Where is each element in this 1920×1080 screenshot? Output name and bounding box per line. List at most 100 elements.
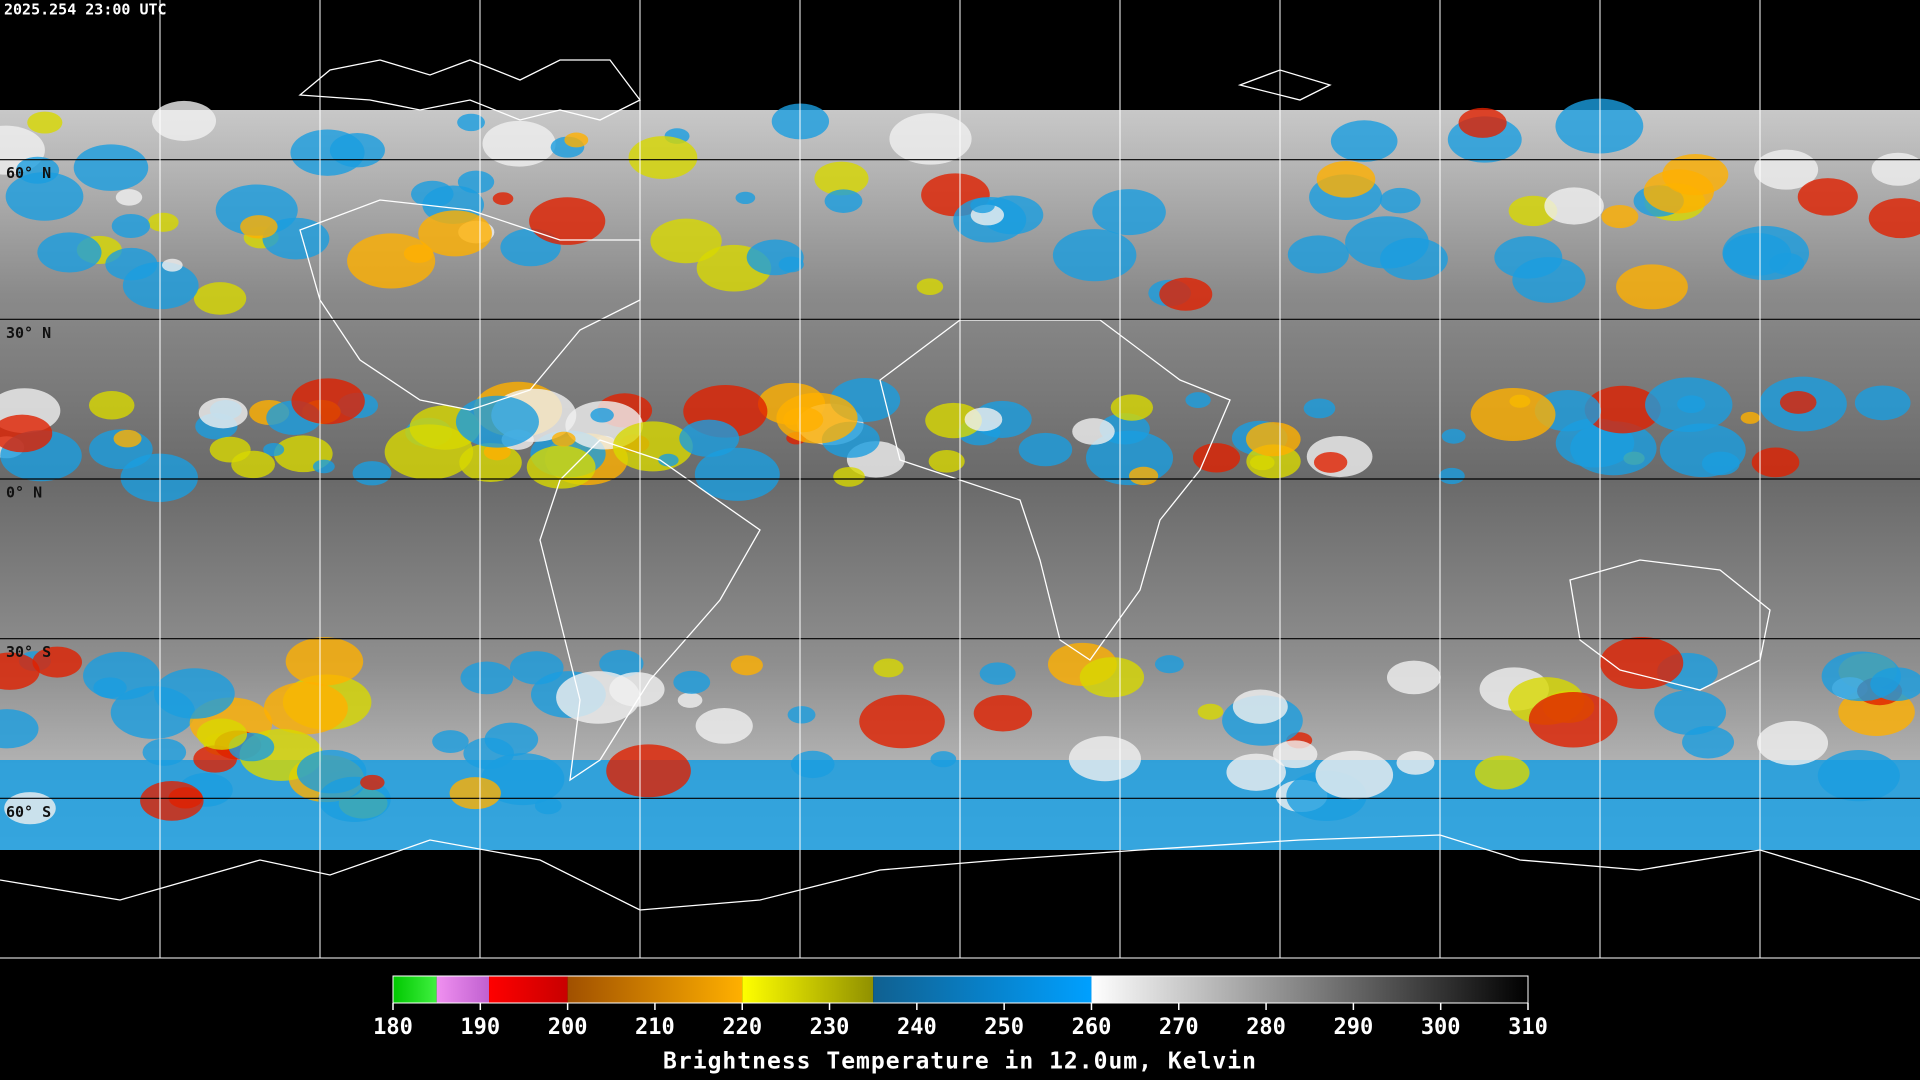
cloud-cell xyxy=(1512,257,1586,303)
cloud-cell xyxy=(1018,432,1073,467)
cloud-cell xyxy=(925,402,982,439)
colorbar-tick-label: 220 xyxy=(722,1015,762,1040)
cloud-cell xyxy=(432,730,469,753)
cloud-cell xyxy=(833,466,865,487)
cloud-cell xyxy=(120,453,198,502)
cloud-cell xyxy=(37,232,102,273)
cloud-cell xyxy=(612,421,693,472)
cloud-cell xyxy=(529,197,606,245)
antarctica-outline xyxy=(0,834,1920,911)
cloud-cell xyxy=(1192,443,1241,473)
colorbar-segment xyxy=(873,976,1092,1003)
cloud-cell xyxy=(352,461,392,486)
colorbar-segment xyxy=(489,976,568,1003)
cloud-cell xyxy=(161,258,183,272)
cloud-cell xyxy=(658,453,679,467)
colorbar: 180 190 200 210 220 230 240 250 260 270 280 290 300 3… xyxy=(373,975,1548,1040)
cloud-cell xyxy=(93,677,127,699)
cloud-cell xyxy=(1159,277,1213,311)
cloud-cell xyxy=(1072,418,1115,445)
cloud-cell xyxy=(151,100,217,141)
cloud-cell xyxy=(1197,703,1224,720)
cloud-cell xyxy=(1544,187,1604,225)
cloud-cell xyxy=(290,129,365,176)
cloud-cell xyxy=(484,722,539,757)
cloud-cell xyxy=(411,180,454,208)
cloud-cell xyxy=(1154,655,1184,674)
cloud-cell xyxy=(1396,751,1435,775)
cloud-cell xyxy=(1315,750,1394,800)
colorbar-segment xyxy=(436,976,490,1003)
cloud-cell xyxy=(4,792,56,825)
cloud-cell xyxy=(5,172,84,221)
cloud-cell xyxy=(1528,692,1618,748)
cloud-cell xyxy=(263,442,285,457)
cloud-cell xyxy=(1751,447,1800,478)
cloud-cell xyxy=(115,189,143,206)
colorbar-tick-label: 300 xyxy=(1421,1015,1461,1040)
cloud-cell xyxy=(1797,178,1858,216)
cloud-cell xyxy=(695,708,753,744)
cloud-cell xyxy=(599,649,644,678)
latitude-label: 60° N xyxy=(6,164,51,182)
cloud-cell xyxy=(73,144,149,191)
cloud-cell xyxy=(312,459,335,474)
cloud-cell xyxy=(694,447,780,501)
cloud-cell xyxy=(973,695,1033,732)
cloud-cell xyxy=(970,197,995,214)
latitude-label: 0° N xyxy=(6,484,42,502)
cloud-cell xyxy=(1601,205,1639,229)
cloud-cell xyxy=(1659,423,1746,478)
cloud-cell xyxy=(1555,98,1644,154)
colorbar-segment xyxy=(1091,976,1528,1003)
cloud-cell xyxy=(1246,422,1301,457)
cloud-cell xyxy=(1128,466,1159,486)
cloud-cell xyxy=(1185,392,1211,408)
cloud-cell xyxy=(285,637,364,686)
cloud-cell xyxy=(1092,189,1166,236)
north-america-outline xyxy=(299,199,641,411)
cloud-cell xyxy=(457,113,485,132)
cloud-cell xyxy=(790,750,835,779)
cloud-cell xyxy=(1303,398,1336,419)
latitude-label: 30° S xyxy=(6,643,51,661)
greenland-arctic-outline xyxy=(298,59,641,121)
cloud-cell xyxy=(609,672,665,707)
cloud-cell xyxy=(347,233,436,289)
cloud-cell xyxy=(1232,689,1288,724)
cloud-cell xyxy=(215,184,298,236)
cloud-cell xyxy=(1854,385,1911,421)
cloud-cell xyxy=(0,652,40,690)
latitude-label: 30° N xyxy=(6,324,51,342)
cloud-cell xyxy=(1379,187,1421,214)
colorbar-tick-label: 290 xyxy=(1334,1015,1374,1040)
cloud-cell xyxy=(1313,451,1348,473)
cloud-cell xyxy=(32,646,83,678)
cloud-cell xyxy=(296,749,367,794)
cloud-cell xyxy=(1272,740,1318,769)
cloud-cell xyxy=(1345,216,1429,269)
timestamp: 2025.254 23:00 UTC xyxy=(4,1,167,19)
colorbar-title: Brightness Temperature in 12.0um, Kelvin xyxy=(663,1049,1257,1075)
cloud-cell xyxy=(1757,720,1829,766)
cloud-cell xyxy=(873,658,904,678)
colorbar-tick-label: 260 xyxy=(1072,1015,1112,1040)
cloud-cell xyxy=(964,407,1003,432)
cloud-cell xyxy=(889,113,972,165)
cloud-cell xyxy=(1645,377,1733,433)
africa-outline xyxy=(879,319,1231,661)
colorbar-frame xyxy=(392,975,1529,1004)
south-america-outline xyxy=(539,439,761,782)
cloud-cell xyxy=(1226,753,1286,791)
colorbar-segment xyxy=(567,976,743,1003)
cloud-cell xyxy=(1570,421,1657,476)
cloud-cell xyxy=(1600,636,1684,689)
cloud-cell xyxy=(735,191,756,205)
cloud-cell xyxy=(746,239,804,276)
cloud-cell xyxy=(679,419,740,458)
colorbar-segment xyxy=(393,976,437,1003)
cloud-cell xyxy=(1386,660,1441,695)
cloud-cell xyxy=(1441,428,1466,444)
